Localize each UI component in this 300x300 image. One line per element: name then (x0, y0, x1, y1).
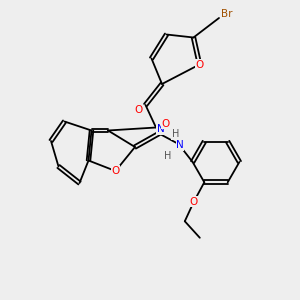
Text: H: H (172, 129, 179, 139)
Text: H: H (164, 151, 172, 161)
Text: Br: Br (221, 9, 232, 20)
Text: O: O (195, 59, 204, 70)
Text: N: N (176, 140, 184, 151)
Text: O: O (111, 166, 120, 176)
Text: N: N (157, 124, 164, 134)
Text: O: O (190, 197, 198, 207)
Text: O: O (134, 105, 142, 116)
Text: O: O (161, 119, 170, 129)
